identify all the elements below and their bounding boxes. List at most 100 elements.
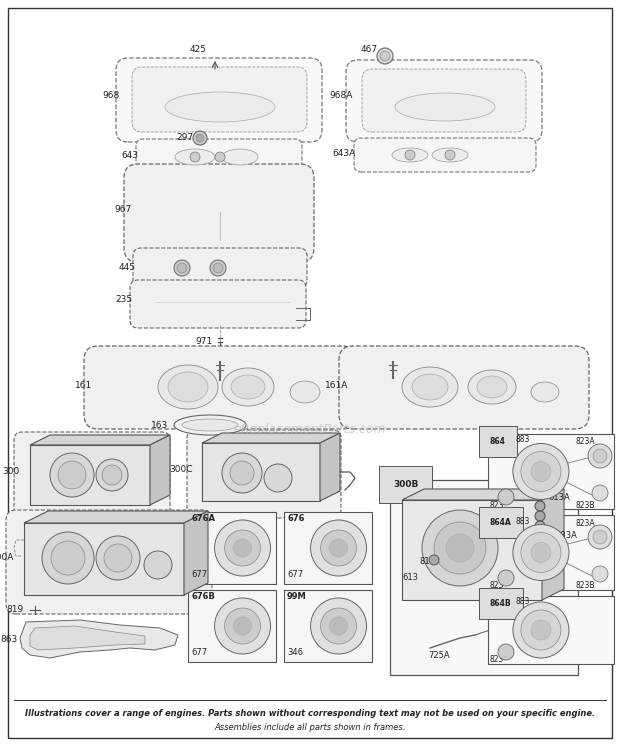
FancyBboxPatch shape [130,280,306,328]
Ellipse shape [158,365,218,409]
Text: 823B: 823B [576,501,595,510]
Ellipse shape [311,598,366,654]
Ellipse shape [177,263,187,273]
Ellipse shape [513,524,569,580]
Ellipse shape [96,459,128,491]
Text: 883: 883 [516,598,530,606]
Ellipse shape [531,382,559,402]
Ellipse shape [521,610,561,650]
FancyBboxPatch shape [133,248,307,288]
Ellipse shape [434,522,486,574]
Polygon shape [30,626,145,650]
Ellipse shape [174,415,246,435]
Text: 967: 967 [115,205,132,215]
Ellipse shape [588,525,612,549]
Ellipse shape [58,461,86,489]
Polygon shape [202,433,340,443]
Ellipse shape [222,453,262,493]
Ellipse shape [412,374,448,400]
Polygon shape [542,489,564,600]
Text: 863: 863 [1,636,18,645]
Bar [390,480,578,675]
FancyBboxPatch shape [116,58,322,142]
Text: 445: 445 [119,263,136,272]
Ellipse shape [144,551,172,579]
Ellipse shape [96,536,140,580]
Text: 883: 883 [516,436,530,445]
Ellipse shape [215,598,270,654]
Polygon shape [24,511,208,523]
FancyBboxPatch shape [187,430,341,518]
Text: 864: 864 [490,437,506,446]
Ellipse shape [592,566,608,582]
Polygon shape [24,523,184,595]
Text: 297: 297 [176,134,193,142]
Bar [488,596,614,664]
Bar [284,512,372,584]
Ellipse shape [588,444,612,468]
Ellipse shape [531,620,551,640]
Ellipse shape [535,521,545,531]
Bar [188,590,276,662]
Polygon shape [150,435,170,505]
Ellipse shape [593,449,607,463]
Ellipse shape [477,376,507,398]
Ellipse shape [215,520,270,576]
Bar [488,515,614,590]
Text: 823A: 823A [576,518,596,527]
Ellipse shape [429,555,439,565]
Text: 883A: 883A [555,530,577,539]
Ellipse shape [234,617,252,635]
Ellipse shape [213,263,223,273]
Ellipse shape [402,367,458,407]
Polygon shape [30,445,150,505]
Polygon shape [20,620,178,658]
Polygon shape [402,500,542,600]
FancyBboxPatch shape [354,138,536,172]
Text: 467: 467 [361,46,378,54]
Ellipse shape [330,617,348,635]
Ellipse shape [175,149,215,165]
Ellipse shape [321,608,356,644]
Text: 677: 677 [191,570,207,579]
Ellipse shape [182,419,238,431]
Text: 99M: 99M [287,592,307,601]
Ellipse shape [446,534,474,562]
FancyBboxPatch shape [362,69,526,132]
Ellipse shape [405,150,415,160]
Text: 971: 971 [196,337,213,346]
Text: 163: 163 [151,421,168,430]
Ellipse shape [222,149,258,165]
Text: 643A: 643A [333,148,356,157]
Ellipse shape [321,530,356,566]
Text: eReplacementParts.com: eReplacementParts.com [234,424,386,436]
Ellipse shape [377,48,393,64]
Text: 676B: 676B [191,592,215,601]
Bar [284,590,372,662]
Text: 864B: 864B [490,599,511,608]
Ellipse shape [468,370,516,404]
Ellipse shape [224,608,260,644]
Ellipse shape [432,148,468,162]
Text: 81: 81 [419,557,430,566]
Ellipse shape [445,150,455,160]
Text: 823: 823 [490,581,505,591]
Text: 346: 346 [287,648,303,657]
Text: 300A: 300A [0,554,14,562]
FancyBboxPatch shape [339,346,589,429]
Ellipse shape [231,375,265,399]
Ellipse shape [422,510,498,586]
Ellipse shape [380,51,390,61]
Text: 823: 823 [490,656,505,665]
Bar [188,512,276,584]
Ellipse shape [513,602,569,658]
Ellipse shape [535,501,545,511]
Ellipse shape [513,444,569,500]
Ellipse shape [51,541,85,575]
Ellipse shape [234,539,252,557]
Ellipse shape [230,461,254,485]
Ellipse shape [210,260,226,276]
Ellipse shape [498,489,514,505]
Ellipse shape [531,462,551,481]
Ellipse shape [196,134,204,142]
